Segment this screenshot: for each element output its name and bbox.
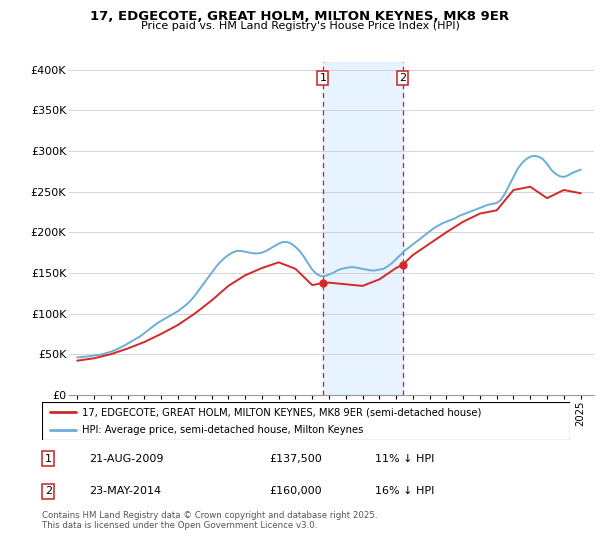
Bar	[323, 62, 403, 395]
Text: 1: 1	[45, 454, 52, 464]
Text: £160,000: £160,000	[269, 487, 322, 496]
Text: Price paid vs. HM Land Registry's House Price Index (HPI): Price paid vs. HM Land Registry's House …	[140, 21, 460, 31]
Text: Contains HM Land Registry data © Crown copyright and database right 2025.
This d: Contains HM Land Registry data © Crown c…	[42, 511, 377, 530]
Text: 17, EDGECOTE, GREAT HOLM, MILTON KEYNES, MK8 9ER (semi-detached house): 17, EDGECOTE, GREAT HOLM, MILTON KEYNES,…	[82, 407, 481, 417]
Text: 21-AUG-2009: 21-AUG-2009	[89, 454, 164, 464]
Text: 17, EDGECOTE, GREAT HOLM, MILTON KEYNES, MK8 9ER: 17, EDGECOTE, GREAT HOLM, MILTON KEYNES,…	[91, 10, 509, 23]
Text: 16% ↓ HPI: 16% ↓ HPI	[374, 487, 434, 496]
Text: 2: 2	[45, 487, 52, 496]
Text: 2: 2	[399, 73, 406, 83]
Text: HPI: Average price, semi-detached house, Milton Keynes: HPI: Average price, semi-detached house,…	[82, 425, 363, 435]
Text: 1: 1	[319, 73, 326, 83]
Text: 11% ↓ HPI: 11% ↓ HPI	[374, 454, 434, 464]
Text: 23-MAY-2014: 23-MAY-2014	[89, 487, 161, 496]
Text: £137,500: £137,500	[269, 454, 322, 464]
